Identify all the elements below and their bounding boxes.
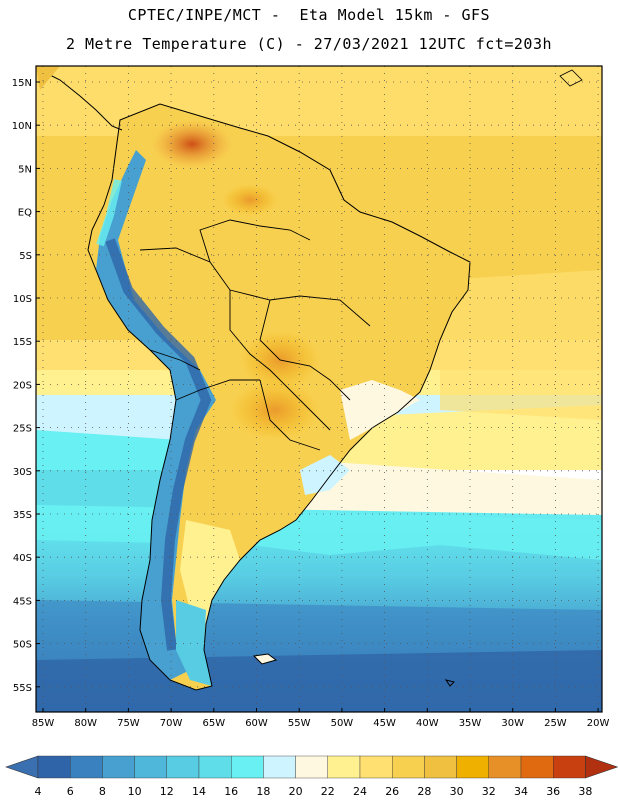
map-frame bbox=[35, 65, 603, 713]
latitude-axis: 15N 10N 5N EQ 5S 10S 15S 20S 25S 30S 35S 40S 45S 50S 5… bbox=[12, 78, 40, 694]
longitude-axis: 85W 80W 75W 70W 65W 60W 55W 50W 45W 40W 35W 30W 25W 2… bbox=[32, 708, 610, 729]
lat-tick-label: 55S bbox=[13, 683, 32, 694]
colorbar-label: 36 bbox=[546, 785, 560, 798]
colorbar-swatch bbox=[488, 755, 522, 779]
lat-tick-label: 30S bbox=[13, 467, 32, 478]
colorbar-label: 32 bbox=[482, 785, 496, 798]
country-borders bbox=[139, 219, 371, 451]
colorbar-swatch bbox=[69, 755, 103, 779]
colorbar-swatch bbox=[198, 755, 232, 779]
colorbar-label: 18 bbox=[256, 785, 270, 798]
colorbar-label: 4 bbox=[35, 785, 42, 798]
colorbar: 4 6 8 10 12 14 16 18 20 22 24 26 28 30 32 34 36 38 bbox=[5, 755, 618, 798]
colorbar-label: 6 bbox=[67, 785, 74, 798]
colorbar-swatch bbox=[295, 755, 329, 779]
lon-tick-label: 20W bbox=[587, 718, 610, 729]
colorbar-label: 38 bbox=[578, 785, 592, 798]
colorbar-label: 26 bbox=[385, 785, 399, 798]
lat-tick-label: 25S bbox=[13, 424, 32, 435]
colorbar-label: 14 bbox=[192, 785, 206, 798]
colorbar-label: 20 bbox=[289, 785, 303, 798]
lon-tick-label: 85W bbox=[32, 718, 55, 729]
colorbar-label: 24 bbox=[353, 785, 367, 798]
lon-tick-label: 50W bbox=[331, 718, 354, 729]
colorbar-swatch bbox=[134, 755, 168, 779]
lat-tick-label: 50S bbox=[13, 640, 32, 651]
lon-tick-label: 40W bbox=[416, 718, 439, 729]
lon-tick-label: 75W bbox=[117, 718, 140, 729]
lat-tick-label: EQ bbox=[18, 208, 32, 219]
lat-tick-label: 40S bbox=[13, 553, 32, 564]
coastline bbox=[87, 103, 471, 691]
map-title-line-2: 2 Metre Temperature (C) - 27/03/2021 12U… bbox=[65, 35, 553, 53]
lat-tick-label: 5N bbox=[18, 164, 32, 175]
map-field bbox=[36, 66, 602, 712]
lon-tick-label: 65W bbox=[202, 718, 225, 729]
lat-tick-label: 45S bbox=[13, 596, 32, 607]
colorbar-label: 28 bbox=[417, 785, 431, 798]
lon-tick-label: 55W bbox=[288, 718, 311, 729]
colorbar-label: 34 bbox=[514, 785, 528, 798]
colorbar-swatch bbox=[230, 755, 264, 779]
lat-tick-label: 10S bbox=[13, 294, 32, 305]
colorbar-swatch bbox=[456, 755, 490, 779]
map-title-line-1: CPTEC/INPE/MCT - Eta Model 15km - GFS bbox=[127, 6, 491, 24]
colorbar-swatch bbox=[263, 755, 296, 779]
colorbar-label: 12 bbox=[160, 785, 174, 798]
colorbar-swatch bbox=[166, 755, 200, 779]
lon-tick-label: 45W bbox=[373, 718, 396, 729]
colorbar-under-arrow bbox=[5, 755, 39, 779]
colorbar-swatch bbox=[359, 755, 393, 779]
lon-tick-label: 35W bbox=[459, 718, 482, 729]
colorbar-label: 8 bbox=[99, 785, 106, 798]
colorbar-swatch bbox=[520, 755, 554, 779]
lat-tick-label: 10N bbox=[12, 121, 32, 132]
lat-tick-label: 5S bbox=[19, 251, 32, 262]
lon-tick-label: 60W bbox=[245, 718, 268, 729]
lon-tick-label: 70W bbox=[160, 718, 183, 729]
colorbar-swatch bbox=[553, 755, 586, 779]
lat-tick-label: 20S bbox=[13, 380, 32, 391]
lon-tick-label: 80W bbox=[74, 718, 97, 729]
colorbar-swatch bbox=[102, 755, 135, 779]
colorbar-label: 30 bbox=[450, 785, 464, 798]
lat-tick-label: 35S bbox=[13, 510, 32, 521]
lon-tick-label: 25W bbox=[544, 718, 567, 729]
venezuela-hotspot bbox=[152, 120, 232, 168]
colorbar-label: 10 bbox=[128, 785, 142, 798]
colorbar-label: 16 bbox=[224, 785, 238, 798]
lat-tick-label: 15N bbox=[12, 78, 32, 89]
lat-tick-label: 15S bbox=[13, 337, 32, 348]
colorbar-label: 22 bbox=[321, 785, 335, 798]
lon-tick-label: 30W bbox=[501, 718, 524, 729]
graticule bbox=[36, 66, 602, 712]
colorbar-swatch bbox=[327, 755, 361, 779]
colorbar-swatch bbox=[37, 755, 71, 779]
colorbar-swatch bbox=[424, 755, 457, 779]
colorbar-over-arrow bbox=[585, 755, 618, 779]
colorbar-swatch bbox=[392, 755, 425, 779]
